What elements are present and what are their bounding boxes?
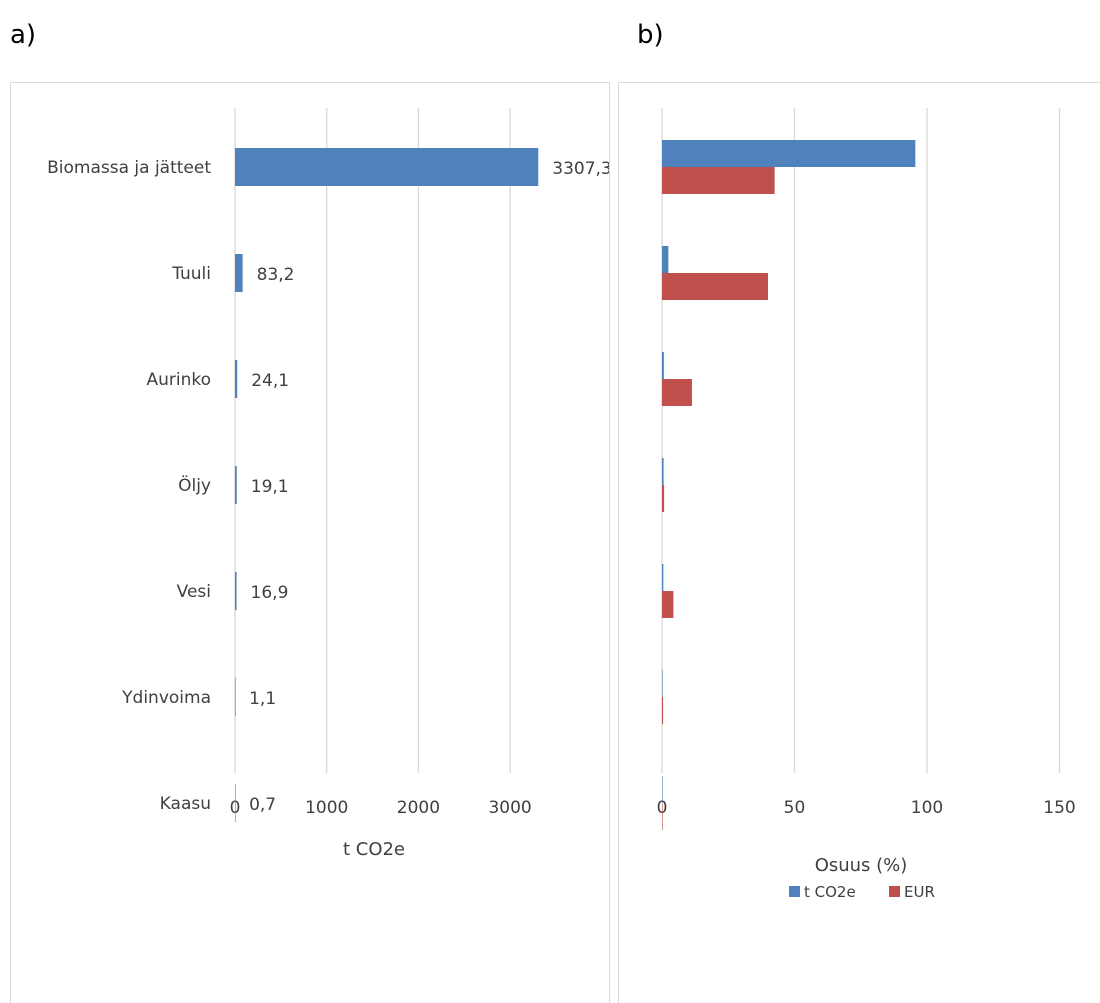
bar — [662, 458, 664, 485]
bar — [662, 352, 664, 379]
bar — [662, 670, 663, 697]
category-label: Aurinko — [146, 370, 211, 390]
category-label: Vesi — [177, 582, 211, 602]
bar — [662, 697, 664, 724]
legend-label: t CO2e — [804, 883, 856, 901]
bar — [662, 246, 669, 273]
bar — [662, 803, 663, 830]
bar — [235, 148, 539, 186]
bar — [662, 776, 663, 803]
bar — [662, 273, 768, 300]
x-tick-label: 150 — [1043, 798, 1075, 818]
category-label: Tuuli — [171, 264, 211, 284]
legend-label: EUR — [904, 883, 935, 901]
legend-swatch — [789, 886, 800, 897]
bar — [662, 485, 665, 512]
bar — [662, 140, 916, 167]
category-label: Öljy — [178, 474, 211, 496]
bar — [235, 254, 243, 292]
category-label: Kaasu — [160, 794, 211, 814]
bar — [662, 379, 692, 406]
data-label: 3307,3 — [552, 159, 609, 179]
x-tick-label: 2000 — [397, 798, 440, 818]
bar — [662, 167, 775, 194]
panel-a-label: a) — [10, 20, 37, 50]
x-tick-label: 100 — [911, 798, 943, 818]
data-label: 1,1 — [249, 689, 276, 709]
panel-b-label: b) — [637, 20, 664, 50]
bar — [235, 784, 236, 822]
x-tick-label: 1000 — [305, 798, 348, 818]
data-label: 19,1 — [251, 477, 289, 497]
bar — [662, 591, 674, 618]
data-label: 83,2 — [257, 265, 295, 285]
legend-swatch — [889, 886, 900, 897]
category-label: Biomassa ja jätteet — [47, 158, 211, 178]
x-axis-title: Osuus (%) — [815, 855, 908, 876]
bar — [235, 572, 237, 610]
x-tick-label: 3000 — [488, 798, 531, 818]
x-axis-title: t CO2e — [343, 839, 405, 860]
bar — [235, 466, 237, 504]
data-label: 0,7 — [249, 795, 276, 815]
bar — [662, 564, 664, 591]
category-label: Ydinvoima — [121, 688, 211, 708]
chart-b-panel: 0 50 100 150 Osuus (%) t CO2e EUR — [618, 82, 1100, 1003]
data-label: 16,9 — [251, 583, 289, 603]
bar — [235, 360, 238, 398]
bar — [235, 678, 236, 716]
x-tick-label: 50 — [784, 798, 806, 818]
data-label: 24,1 — [251, 371, 289, 391]
chart-a-panel: 0 1000 2000 3000 Biomassa ja jätteet 3307,3 Tu… — [10, 82, 610, 1003]
